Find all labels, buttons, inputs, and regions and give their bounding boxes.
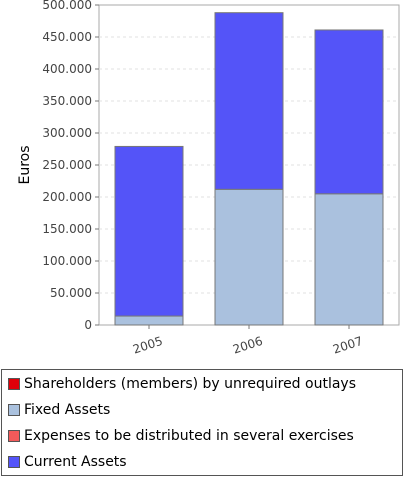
y-tick-label: 50.000 [50,286,92,300]
y-axis-title: Euros [17,145,33,184]
y-tick-label: 450.000 [42,30,92,44]
legend-item: Current Assets [8,452,127,472]
bar-segment [314,29,384,195]
legend-swatch [8,430,20,442]
legend-label: Shareholders (members) by unrequired out… [24,376,356,392]
y-axis-ticks: 0 50.000 100.000 150.000 200.000 250.000 300.0… [42,0,99,332]
legend-label: Fixed Assets [24,402,111,418]
bar-segment [114,315,184,326]
legend-item: Shareholders (members) by unrequired out… [8,374,356,394]
stacked-bar-chart: 0 50.000 100.000 150.000 200.000 250.000 300.0… [17,0,400,357]
legend-swatch [8,404,20,416]
y-tick-label: 350.000 [42,94,92,108]
bar-segment [314,193,384,326]
legend-label: Current Assets [24,454,127,470]
bar-segment [114,145,184,317]
legend-swatch [8,456,20,468]
legend-item: Fixed Assets [8,400,110,420]
y-tick-label: 300.000 [42,126,92,140]
bar-segment [214,188,284,326]
y-tick-label: 250.000 [42,158,92,172]
bar-segment [214,12,284,190]
x-tick-label: 2005 [131,334,164,357]
y-tick-label: 400.000 [42,62,92,76]
legend: Shareholders (members) by unrequired out… [1,369,403,476]
y-tick-label: 200.000 [42,190,92,204]
legend-swatch [8,378,20,390]
x-tick-label: 2006 [231,334,264,357]
legend-item: Expenses to be distributed in several ex… [8,426,354,446]
y-tick-label: 0 [84,318,92,332]
x-tick-label: 2007 [331,334,364,357]
y-tick-label: 500.000 [42,0,92,12]
x-axis-ticks: 2005 2006 2007 [131,325,364,357]
bars [114,12,384,326]
y-tick-label: 100.000 [42,254,92,268]
y-tick-label: 150.000 [42,222,92,236]
legend-label: Expenses to be distributed in several ex… [24,428,354,444]
